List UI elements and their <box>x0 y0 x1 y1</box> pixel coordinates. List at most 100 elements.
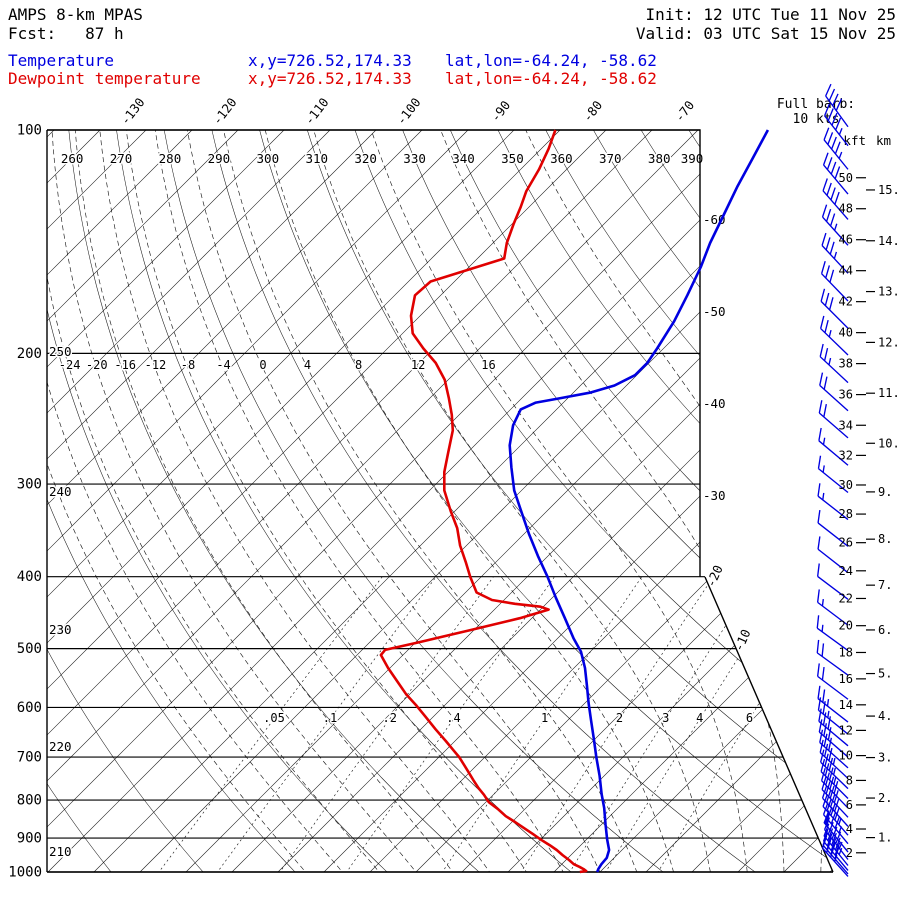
barb-half-feather <box>832 767 836 775</box>
wind-barb <box>820 749 849 790</box>
barb-feather <box>823 817 831 830</box>
isotherm-line <box>461 130 833 872</box>
barb-feather <box>827 132 834 145</box>
barb-half-feather <box>838 817 842 825</box>
barb-feather <box>834 807 840 821</box>
isotherm-line <box>0 130 8 872</box>
moist-adiabat-label: -24 <box>59 358 81 372</box>
wind-barb <box>820 768 849 809</box>
barb-feather <box>823 376 828 390</box>
dry-adiabat-top-label: 270 <box>110 151 133 166</box>
moist-adiabat <box>223 130 644 872</box>
barb-feather <box>820 260 826 274</box>
kft-tick-label: 10 <box>839 749 853 763</box>
km-tick-label: 10. <box>878 436 900 450</box>
isotherm-line <box>415 130 833 872</box>
dry-adiabat <box>211 130 758 872</box>
wind-barb <box>825 83 849 128</box>
wind-barb <box>821 835 849 877</box>
barb-half-feather <box>838 847 843 855</box>
barb-feather <box>831 112 838 126</box>
barb-feather <box>818 708 822 722</box>
dry-adiabat <box>307 130 833 872</box>
km-tick-label: 14. <box>878 234 900 248</box>
isotherm-right-label: -10 <box>731 627 754 654</box>
barb-feather <box>827 727 832 741</box>
barb-feather <box>827 821 834 835</box>
isotherm-right-label: -20 <box>703 563 726 590</box>
barb-feather <box>822 802 829 815</box>
barb-half-feather <box>822 465 825 473</box>
barb-feather <box>817 509 821 524</box>
barb-half-feather <box>821 624 824 632</box>
barb-staff <box>822 847 849 877</box>
barb-feather <box>824 292 830 306</box>
barb-feather <box>819 729 824 743</box>
isotherm-top-label: -110 <box>301 95 331 128</box>
isotherm-line <box>277 130 833 872</box>
dry-adiabat-top-label: 280 <box>159 151 182 166</box>
isotherm-line <box>553 130 833 872</box>
barb-staff <box>824 115 849 147</box>
wind-barb <box>823 127 849 170</box>
moist-adiabat-label: -16 <box>114 358 136 372</box>
isotherm-right-label: -30 <box>703 488 726 503</box>
barb-feather <box>822 793 828 807</box>
dry-adiabat <box>545 130 833 872</box>
mixing-ratio-line <box>151 576 383 872</box>
km-tick-label: 13. <box>878 285 900 299</box>
barb-staff <box>820 328 849 356</box>
barb-half-feather <box>821 598 824 607</box>
pressure-tick-label: 900 <box>17 831 42 847</box>
dry-adiabat <box>163 130 666 872</box>
wind-barb <box>817 455 849 494</box>
isotherm-line <box>737 130 833 872</box>
barb-feather <box>825 208 832 222</box>
isotherm-line <box>47 130 653 872</box>
dry-adiabat-top-label: 340 <box>452 151 475 166</box>
moist-adiabat-label: 12 <box>411 358 425 372</box>
kft-tick-label: 16 <box>839 672 853 686</box>
kft-tick-label: 42 <box>839 295 853 309</box>
barb-staff <box>819 356 849 384</box>
barb-staff <box>817 601 849 626</box>
wind-barb <box>823 817 849 860</box>
barb-feather <box>825 781 831 795</box>
barb-feather <box>822 689 826 703</box>
plot-border <box>46 129 834 873</box>
temperature-legend: Temperature <box>8 51 114 70</box>
barb-feather <box>821 643 825 657</box>
kft-tick-label: 22 <box>839 591 853 605</box>
mixing-ratio-label: 2 <box>616 711 623 725</box>
barb-staff <box>820 771 849 799</box>
barb-feather <box>825 790 832 803</box>
moist-adiabat-label: -20 <box>86 358 108 372</box>
barb-feather <box>817 697 822 711</box>
barb-feather <box>830 187 836 201</box>
barb-feather <box>828 297 834 311</box>
barb-feather <box>819 372 824 386</box>
km-tick-label: 15. <box>878 183 900 197</box>
mixing-ratio-label: .2 <box>383 711 397 725</box>
km-tick-label: 11. <box>878 386 900 400</box>
barb-staff <box>818 440 849 466</box>
pressure-tick-label: 800 <box>17 793 42 809</box>
isotherm-line <box>599 130 833 872</box>
wind-barb <box>818 427 849 466</box>
barb-staff <box>818 709 849 735</box>
wind-barb <box>817 483 849 521</box>
kft-tick-label: 18 <box>839 645 853 659</box>
barb-staff <box>817 495 849 521</box>
barb-feather <box>818 427 822 441</box>
pressure-tick-label: 200 <box>17 346 42 362</box>
wind-barb <box>821 776 849 818</box>
dry-adiabat-left-label: 220 <box>49 739 72 754</box>
isotherm-line <box>47 130 193 872</box>
barb-feather <box>816 639 820 653</box>
wind-barb <box>817 536 849 574</box>
dewpoint-latlon: lat,lon=-64.24, -58.62 <box>445 69 657 88</box>
barb-feather <box>829 269 835 283</box>
barb-staff <box>823 164 849 195</box>
temperature-xy: x,y=726.52,174.33 <box>248 51 412 70</box>
dry-adiabat-top-label: 350 <box>501 151 524 166</box>
